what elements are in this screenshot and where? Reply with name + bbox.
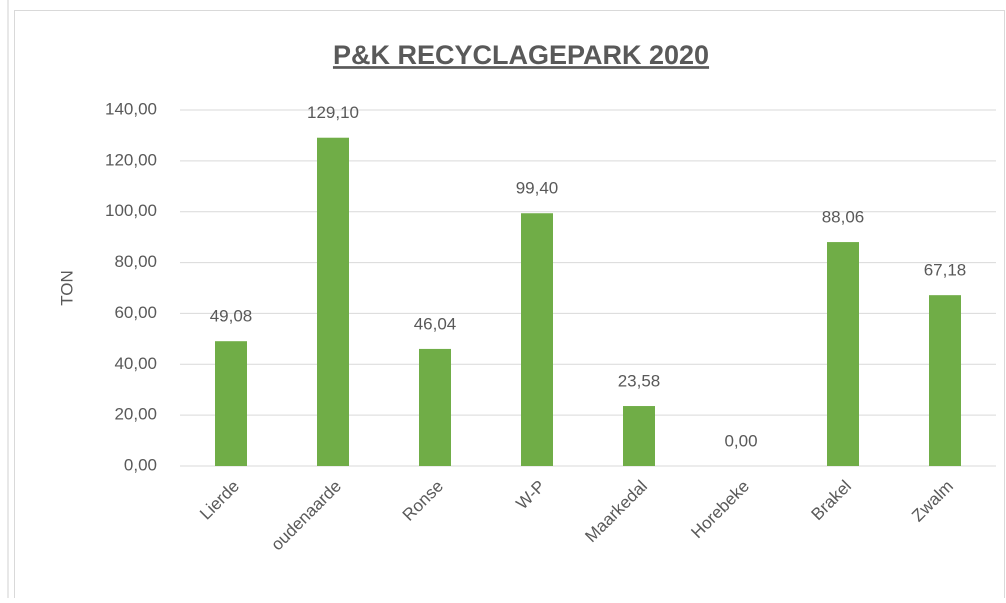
y-axis-label: TON [57, 270, 76, 306]
x-tick-label: Maarkedal [581, 477, 651, 547]
y-tick-label: 40,00 [114, 354, 157, 373]
data-label: 46,04 [414, 314, 457, 333]
data-label: 23,58 [618, 372, 661, 391]
bar [929, 295, 961, 466]
y-tick-label: 100,00 [105, 201, 157, 220]
y-tick-label: 60,00 [114, 303, 157, 322]
y-tick-label: 120,00 [105, 150, 157, 169]
y-tick-label: 140,00 [105, 99, 157, 118]
bar [215, 341, 247, 466]
bar [317, 137, 349, 466]
bar [419, 348, 451, 466]
x-tick-label: Horebeke [687, 477, 753, 543]
y-tick-label: 0,00 [124, 455, 157, 474]
data-label: 129,10 [307, 103, 359, 122]
chart-border [14, 10, 1005, 603]
x-tick-label: Brakel [807, 477, 855, 525]
bar [623, 406, 655, 466]
y-tick-label: 20,00 [114, 405, 157, 424]
x-tick-label: Zwalm [908, 477, 957, 526]
bar [827, 242, 859, 466]
x-tick-label: oudenaarde [267, 477, 345, 555]
x-tick-label: Lierde [196, 477, 243, 524]
data-label: 67,18 [924, 261, 967, 280]
data-label: 88,06 [822, 208, 865, 227]
data-label: 99,40 [516, 179, 559, 198]
x-tick-label: Ronse [399, 477, 447, 525]
data-label: 49,08 [210, 307, 253, 326]
bar [521, 213, 553, 466]
y-tick-label: 80,00 [114, 252, 157, 271]
x-tick-label: W-P [512, 477, 549, 514]
chart-title: P&K RECYCLAGEPARK 2020 [333, 40, 709, 70]
data-label: 0,00 [724, 431, 757, 450]
